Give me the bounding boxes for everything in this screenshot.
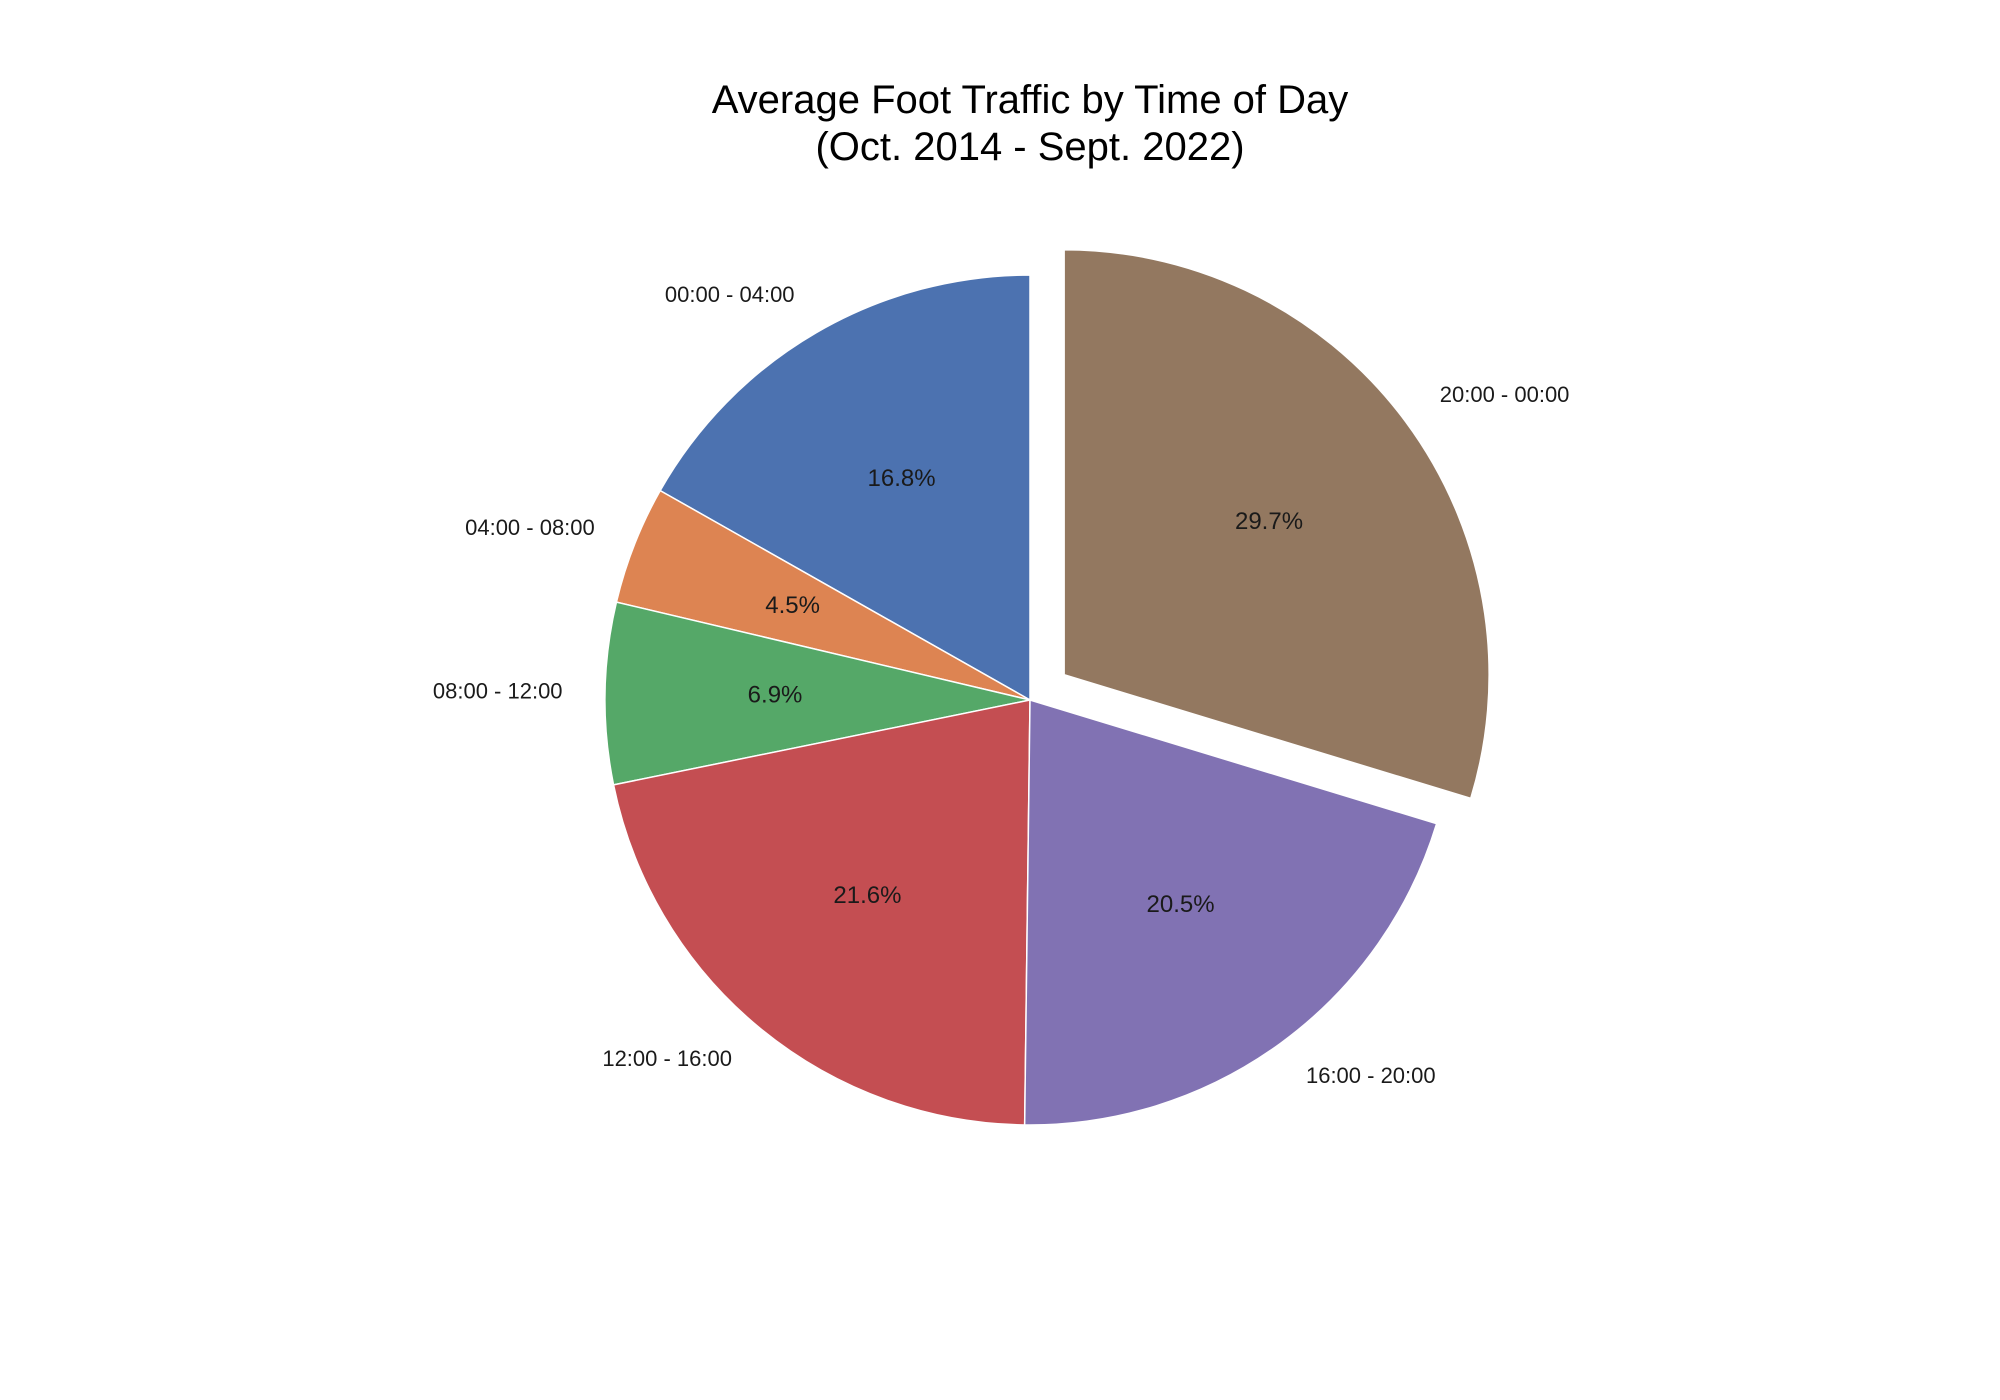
slice-percent-5: 29.7% (1235, 508, 1303, 535)
pie-slice-4 (1023, 699, 1438, 1126)
chart-subtitle: (Oct. 2014 - Sept. 2022) (815, 125, 1244, 169)
pie-slice-3 (612, 699, 1031, 1126)
pie-slice-0 (659, 274, 1031, 701)
slice-percent-2: 6.9% (748, 681, 803, 708)
slice-label-3: 12:00 - 16:00 (602, 1046, 732, 1071)
chart-title: Average Foot Traffic by Time of Day (712, 78, 1349, 122)
slice-label-2: 08:00 - 12:00 (433, 678, 563, 703)
slice-label-0: 00:00 - 04:00 (665, 282, 795, 307)
pie-slice-2 (604, 601, 1031, 786)
slice-label-5: 20:00 - 00:00 (1440, 382, 1570, 407)
slice-label-1: 04:00 - 08:00 (465, 515, 595, 540)
slice-label-4: 16:00 - 20:00 (1306, 1063, 1436, 1088)
pie-labels: 00:00 - 04:00 16.8% 04:00 - 08:00 4.5% 08:00… (433, 282, 1570, 1088)
slice-percent-0: 16.8% (868, 465, 936, 492)
slice-percent-4: 20.5% (1147, 891, 1215, 918)
pie-slices (604, 248, 1490, 1126)
slice-percent-3: 21.6% (833, 882, 901, 909)
pie-slice-5 (1063, 248, 1490, 800)
slice-percent-1: 4.5% (765, 592, 820, 619)
